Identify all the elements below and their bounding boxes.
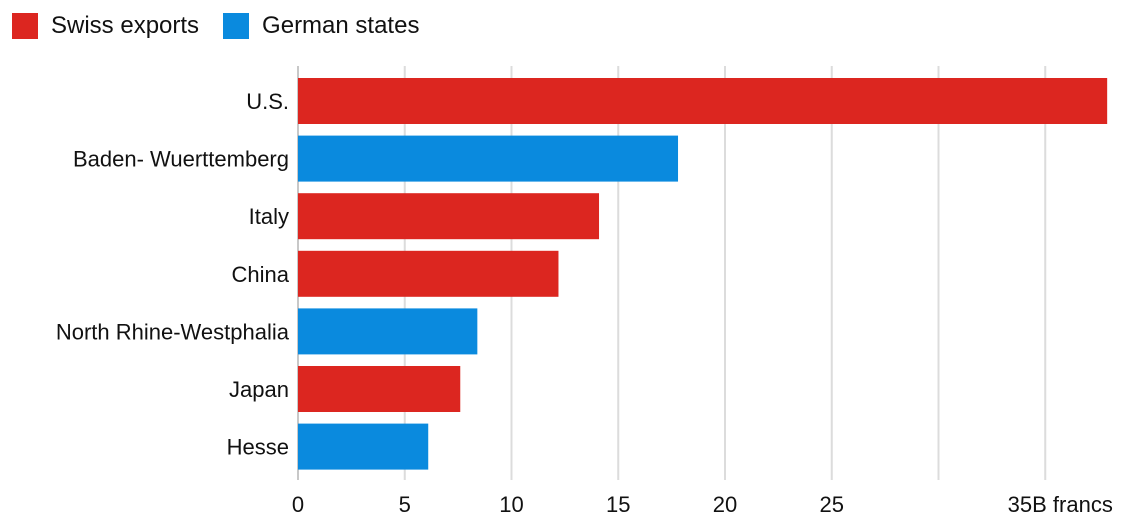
category-label-north-rhine-westphalia: North Rhine-Westphalia xyxy=(56,319,290,344)
legend-label-swiss-exports: Swiss exports xyxy=(51,12,200,39)
x-tick-label-5: 5 xyxy=(399,492,411,515)
legend-item-swiss-exports: Swiss exports xyxy=(12,12,199,40)
bar-italy xyxy=(298,193,600,240)
category-label-hesse: Hesse xyxy=(227,435,289,460)
x-tick-label-25: 25 xyxy=(820,492,844,515)
bar-north-rhine-westphalia xyxy=(298,308,478,355)
category-label-u-s: U.S. xyxy=(246,89,289,114)
x-tick-label-20: 20 xyxy=(713,492,737,515)
bar-china xyxy=(298,250,559,297)
category-label-japan: Japan xyxy=(229,377,289,402)
bar-japan xyxy=(298,366,461,412)
category-labels: U.S. Baden- Wuerttemberg Italy China North R… xyxy=(56,89,290,460)
bar-u-s xyxy=(298,78,1108,124)
category-label-china: China xyxy=(232,262,290,287)
legend: Swiss exports German states xyxy=(12,12,443,40)
legend-swatch-swiss-exports xyxy=(12,13,38,39)
x-tick-label-10: 10 xyxy=(499,492,523,515)
legend-label-german-states: German states xyxy=(262,12,420,39)
x-tick-label-15: 15 xyxy=(606,492,630,515)
bars xyxy=(298,78,1108,470)
legend-item-german-states: German states xyxy=(223,12,419,40)
x-tick-label-35: 35B francs xyxy=(1008,492,1113,515)
bar-hesse xyxy=(298,423,429,470)
bar-baden-wuerttemberg xyxy=(298,135,679,182)
category-label-italy: Italy xyxy=(249,204,289,229)
x-tick-label-0: 0 xyxy=(292,492,304,515)
category-label-baden-wuerttemberg: Baden- Wuerttemberg xyxy=(73,147,289,172)
legend-swatch-german-states xyxy=(223,13,250,39)
x-axis-tick-labels: 0 5 10 15 20 25 35B francs xyxy=(292,492,1113,515)
